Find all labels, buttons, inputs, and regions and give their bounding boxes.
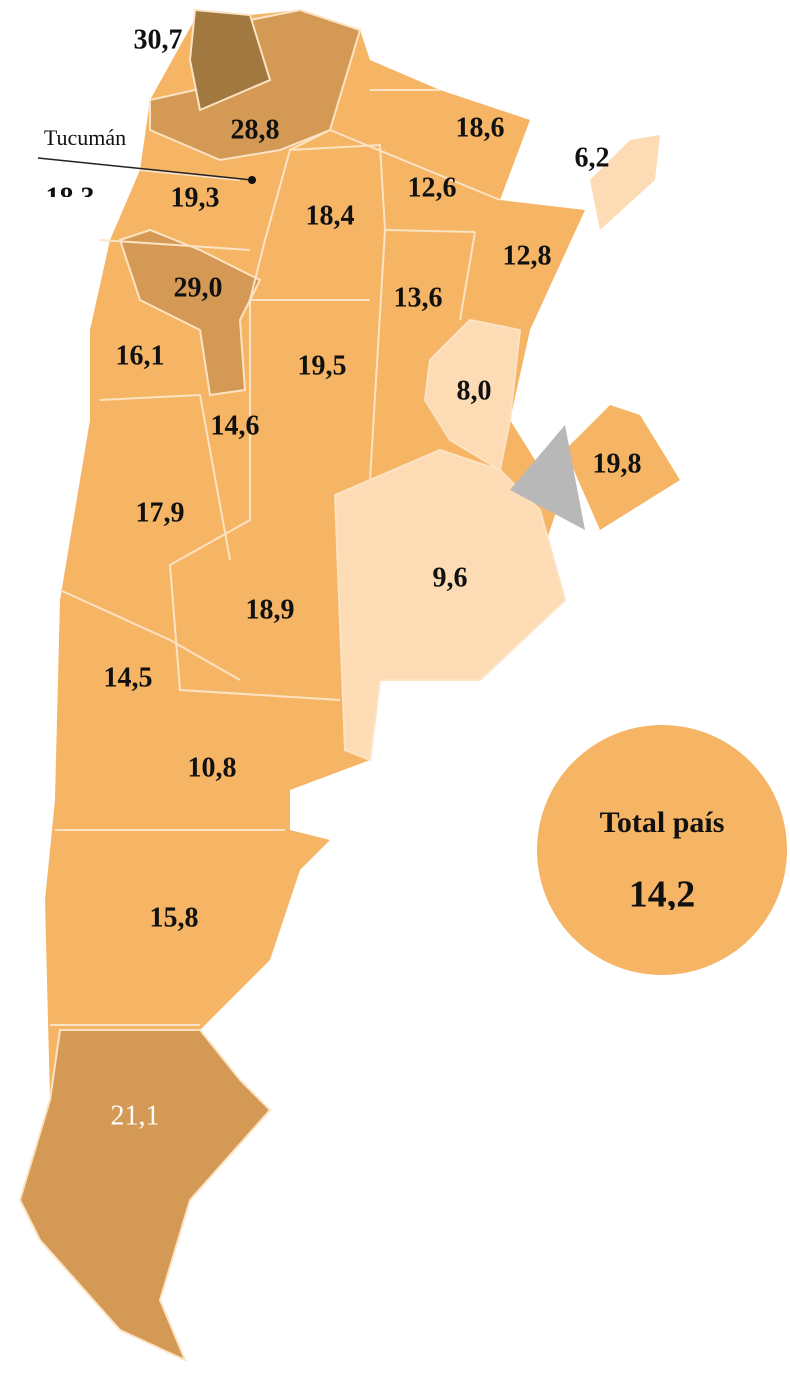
callout-label: Tucumán [44,125,126,150]
region-label: 30,7 [134,24,183,55]
region-label: 18,3 [46,182,95,213]
region-label: 6,2 [575,142,610,173]
callout: Tucumán [37,125,256,184]
region-label: 18,6 [456,112,505,143]
region-label: 18,9 [246,594,295,625]
region-label: 19,5 [298,350,347,381]
region-label: 12,8 [503,240,552,271]
region-label: 13,6 [394,282,443,313]
region-label: 14,5 [104,662,153,693]
region-label: 28,8 [231,114,280,145]
region-label: 8,0 [457,375,492,406]
total-title: Total país [600,806,725,839]
region-label: 18,4 [306,200,355,231]
region-label: 12,6 [408,172,457,203]
region-label: 17,9 [136,497,185,528]
region-label: 14,6 [211,410,260,441]
region-labels: 30,7 28,8 18,6 6,2 18,3 19,3 18,4 12,6 12,8 29,0 1… [46,24,642,1131]
country [18,8,680,1362]
region-label: 10,8 [188,752,237,783]
region-label: 29,0 [174,272,223,303]
total-value: 14,2 [629,874,696,916]
region-label: 21,1 [111,1100,160,1131]
region-label: 9,6 [433,562,468,593]
region-label: 19,8 [593,448,642,479]
region-label: 15,8 [150,902,199,933]
region-label: 16,1 [116,340,165,371]
region-label: 19,3 [171,182,220,213]
total: Total país 14,2 [537,725,787,975]
